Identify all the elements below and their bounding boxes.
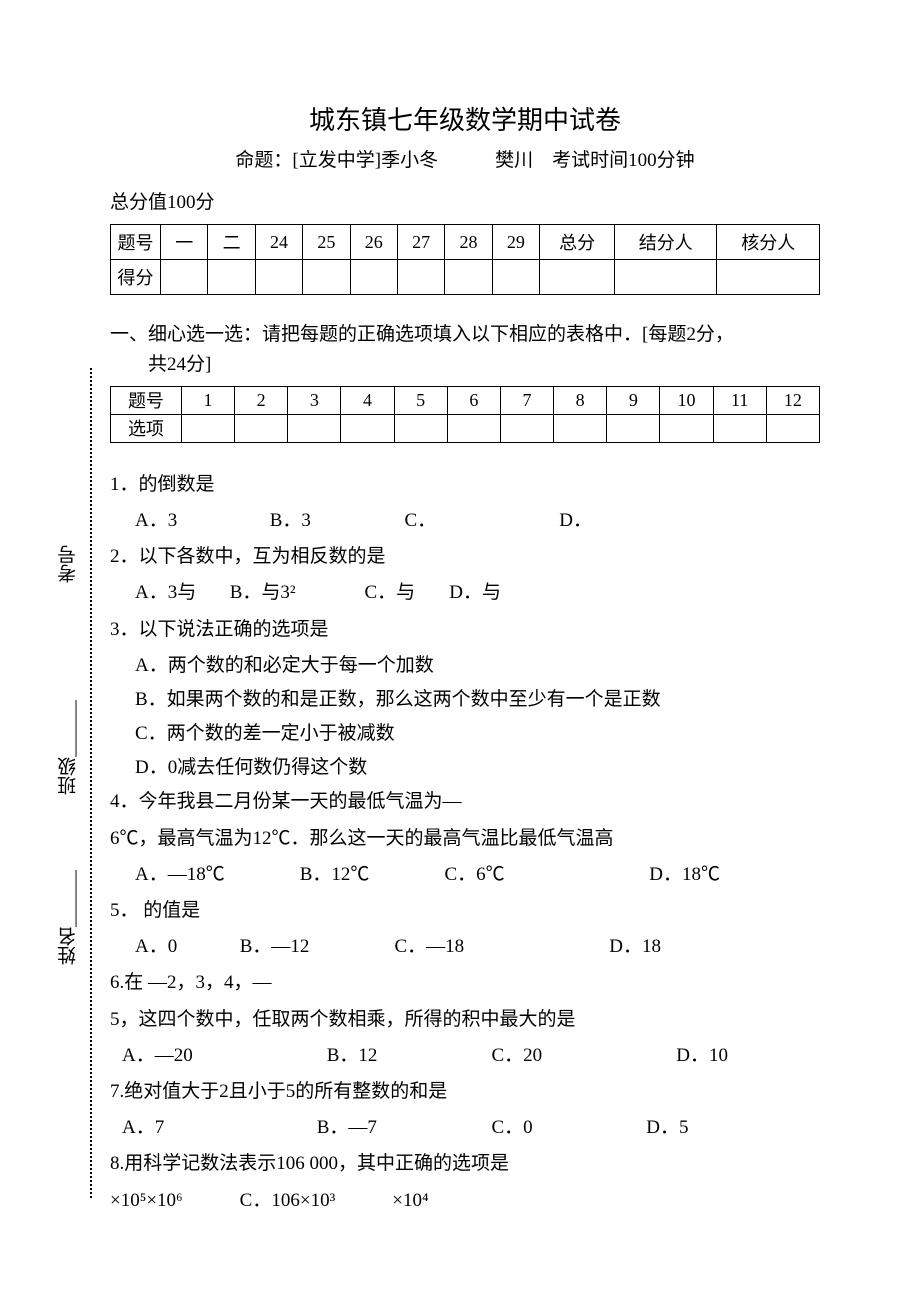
cell[interactable] bbox=[500, 414, 553, 442]
cell[interactable] bbox=[713, 414, 766, 442]
cell[interactable] bbox=[235, 414, 288, 442]
name-label: 姓名______ bbox=[55, 870, 82, 965]
cell: 28 bbox=[445, 225, 492, 260]
cell[interactable] bbox=[350, 260, 397, 295]
cell: 7 bbox=[500, 386, 553, 414]
cell: 8 bbox=[554, 386, 607, 414]
cell: 11 bbox=[713, 386, 766, 414]
question-3: 3．以下说法正确的选项是 bbox=[110, 613, 820, 647]
question-4-options: A．—18℃ B．12℃ C．6℃ D．18℃ bbox=[110, 858, 820, 892]
question-1: 1．的倒数是 bbox=[110, 468, 820, 502]
cell: 26 bbox=[350, 225, 397, 260]
cell: 选项 bbox=[111, 414, 182, 442]
cell: 29 bbox=[492, 225, 539, 260]
cell[interactable] bbox=[161, 260, 208, 295]
cell: 核分人 bbox=[717, 225, 820, 260]
cell[interactable] bbox=[660, 414, 713, 442]
cell[interactable] bbox=[607, 414, 660, 442]
score-table: 题号 一 二 24 25 26 27 28 29 总分 结分人 核分人 得分 bbox=[110, 224, 820, 295]
cell[interactable] bbox=[447, 414, 500, 442]
question-1-options: A．3 B．3 C． D． bbox=[110, 504, 820, 538]
cell: 5 bbox=[394, 386, 447, 414]
cell: 24 bbox=[255, 225, 302, 260]
exam-subtitle: 命题：[立发中学]季小冬 樊川 考试时间100分钟 bbox=[110, 145, 820, 172]
question-4-line1: 4．今年我县二月份某一天的最低气温为— bbox=[110, 785, 820, 819]
cell[interactable] bbox=[492, 260, 539, 295]
cell[interactable] bbox=[341, 414, 394, 442]
question-3-b: B．如果两个数的和是正数，那么这两个数中至少有一个是正数 bbox=[110, 683, 820, 717]
cell[interactable] bbox=[717, 260, 820, 295]
cell: 题号 bbox=[111, 225, 161, 260]
question-8-line2: ×10⁵×10⁶ C．106×10³ ×10⁴ bbox=[110, 1184, 820, 1218]
cell: 得分 bbox=[111, 260, 161, 295]
cell[interactable] bbox=[255, 260, 302, 295]
question-2: 2．以下各数中，互为相反数的是 bbox=[110, 540, 820, 574]
binding-line-1 bbox=[90, 368, 92, 1198]
cell[interactable] bbox=[303, 260, 350, 295]
question-2-options: A．3与 B．与3² C．与 D．与 bbox=[110, 576, 820, 610]
cell[interactable] bbox=[397, 260, 444, 295]
cell: 3 bbox=[288, 386, 341, 414]
total-score: 总分值100分 bbox=[110, 187, 820, 214]
cell[interactable] bbox=[181, 414, 234, 442]
question-4-line2: 6℃，最高气温为12℃．那么这一天的最高气温比最低气温高 bbox=[110, 822, 820, 856]
question-6-line1: 6.在 —2，3，4，— bbox=[110, 966, 820, 1000]
class-label: 班级______ bbox=[55, 700, 82, 795]
cell[interactable] bbox=[394, 414, 447, 442]
cell: 一 bbox=[161, 225, 208, 260]
exam-title: 城东镇七年级数学期中试卷 bbox=[110, 100, 820, 137]
question-7-options: A．7 B．—7 C．0 D．5 bbox=[110, 1111, 820, 1145]
table-row: 题号 一 二 24 25 26 27 28 29 总分 结分人 核分人 bbox=[111, 225, 820, 260]
question-7: 7.绝对值大于2且小于5的所有整数的和是 bbox=[110, 1075, 820, 1109]
cell: 10 bbox=[660, 386, 713, 414]
question-6-options: A．—20 B．12 C．20 D．10 bbox=[110, 1039, 820, 1073]
table-row: 题号 1 2 3 4 5 6 7 8 9 10 11 12 bbox=[111, 386, 820, 414]
cell: 25 bbox=[303, 225, 350, 260]
cell: 12 bbox=[766, 386, 819, 414]
cell: 4 bbox=[341, 386, 394, 414]
cell[interactable] bbox=[615, 260, 717, 295]
cell[interactable] bbox=[554, 414, 607, 442]
cell: 1 bbox=[181, 386, 234, 414]
cell: 二 bbox=[208, 225, 255, 260]
cell[interactable] bbox=[766, 414, 819, 442]
cell[interactable] bbox=[540, 260, 615, 295]
table-row: 得分 bbox=[111, 260, 820, 295]
cell: 27 bbox=[397, 225, 444, 260]
cell: 6 bbox=[447, 386, 500, 414]
cell[interactable] bbox=[288, 414, 341, 442]
question-8: 8.用科学记数法表示106 000，其中正确的选项是 bbox=[110, 1147, 820, 1181]
exam-no-label: 考号 bbox=[55, 545, 82, 583]
table-row: 选项 bbox=[111, 414, 820, 442]
cell[interactable] bbox=[208, 260, 255, 295]
question-3-a: A．两个数的和必定大于每一个加数 bbox=[110, 649, 820, 683]
section-1-heading: 一、细心选一选：请把每题的正确选项填入以下相应的表格中．[每题2分， 共24分] bbox=[110, 320, 820, 381]
cell: 题号 bbox=[111, 386, 182, 414]
cell: 总分 bbox=[540, 225, 615, 260]
question-3-c: C．两个数的差一定小于被减数 bbox=[110, 717, 820, 751]
question-3-d: D．0减去任何数仍得这个数 bbox=[110, 751, 820, 785]
question-6-line2: 5，这四个数中，任取两个数相乘，所得的积中最大的是 bbox=[110, 1003, 820, 1037]
question-5-options: A．0 B．—12 C．—18 D．18 bbox=[110, 930, 820, 964]
cell: 9 bbox=[607, 386, 660, 414]
cell: 结分人 bbox=[615, 225, 717, 260]
answer-table: 题号 1 2 3 4 5 6 7 8 9 10 11 12 选项 bbox=[110, 386, 820, 443]
cell: 2 bbox=[235, 386, 288, 414]
question-5: 5． 的值是 bbox=[110, 894, 820, 928]
cell[interactable] bbox=[445, 260, 492, 295]
